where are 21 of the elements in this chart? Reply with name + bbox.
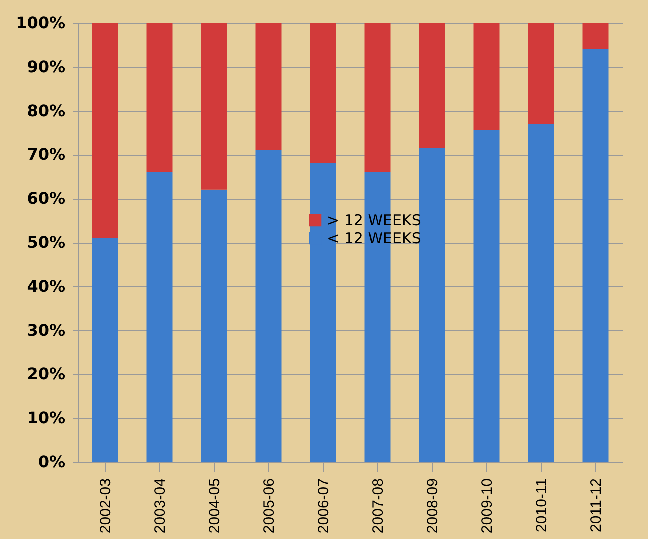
x-tick-label: 2004-05 <box>206 478 224 534</box>
x-tick-label: 2002-03 <box>97 478 114 534</box>
y-tick-label: 40% <box>27 276 66 296</box>
x-tick-label: 2011-12 <box>588 478 605 532</box>
x-tick-label: 2006-07 <box>315 478 332 534</box>
y-tick-label: 70% <box>27 145 66 164</box>
x-tick-label: 2003-04 <box>152 478 169 534</box>
y-tick-label: 0% <box>38 452 66 472</box>
x-tick-label: 2007-08 <box>370 478 387 534</box>
x-tick-label: 2005-06 <box>260 478 278 534</box>
y-tick-label: 60% <box>27 189 66 208</box>
y-tick-label: 10% <box>27 408 66 428</box>
x-tick-label: 2010-11 <box>533 478 550 532</box>
y-tick-label: 30% <box>27 320 66 340</box>
y-tick-label: 90% <box>27 57 66 76</box>
y-tick-label: 80% <box>27 101 66 120</box>
x-tick-label: 2008-09 <box>424 478 442 534</box>
y-tick-label: 50% <box>27 233 66 252</box>
y-tick-label: 100% <box>16 14 66 32</box>
y-tick-label: 20% <box>27 364 66 384</box>
x-tick-label: 2009-10 <box>478 478 496 534</box>
